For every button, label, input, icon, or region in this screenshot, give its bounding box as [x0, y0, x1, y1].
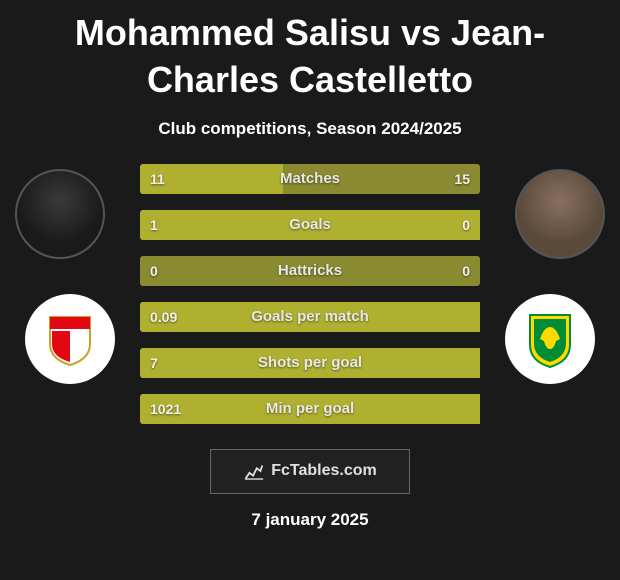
- stat-row: 11 Matches 15: [140, 164, 480, 194]
- stat-value-left: 11: [150, 171, 165, 187]
- subtitle: Club competitions, Season 2024/2025: [0, 119, 620, 139]
- watermark-text: FcTables.com: [271, 462, 377, 480]
- title-vs: vs: [401, 12, 441, 53]
- stat-bars: 11 Matches 15 1 Goals 0 0 Hattricks 0 0.09 Goals p…: [140, 164, 480, 440]
- stat-value-left: 1021: [150, 401, 181, 417]
- stat-value-left: 0: [150, 263, 158, 279]
- stat-label: Shots per goal: [258, 354, 362, 371]
- club-right-badge: [505, 294, 595, 384]
- stat-value-left: 0.09: [150, 309, 177, 325]
- stat-value-left: 7: [150, 355, 158, 371]
- comparison-content: 11 Matches 15 1 Goals 0 0 Hattricks 0 0.09 Goals p…: [0, 164, 620, 524]
- stat-row: 1 Goals 0: [140, 210, 480, 240]
- stat-row: 1021 Min per goal: [140, 394, 480, 424]
- stat-row: 7 Shots per goal: [140, 348, 480, 378]
- club-left-badge: [25, 294, 115, 384]
- fctables-logo-icon: [243, 460, 265, 482]
- monaco-crest-icon: [40, 309, 100, 369]
- comparison-title: Mohammed Salisu vs Jean-Charles Castelle…: [0, 0, 620, 104]
- player-left-avatar: [15, 169, 105, 259]
- stat-row: 0.09 Goals per match: [140, 302, 480, 332]
- stat-label: Matches: [280, 170, 340, 187]
- stat-label: Hattricks: [278, 262, 342, 279]
- stat-label: Min per goal: [266, 400, 354, 417]
- player-right-avatar: [515, 169, 605, 259]
- stat-label: Goals: [289, 216, 331, 233]
- nantes-crest-icon: [518, 307, 582, 371]
- stat-row: 0 Hattricks 0: [140, 256, 480, 286]
- date: 7 january 2025: [0, 510, 620, 530]
- stat-value-left: 1: [150, 217, 158, 233]
- watermark: FcTables.com: [210, 449, 410, 494]
- stat-value-right: 15: [454, 171, 470, 187]
- title-player-left: Mohammed Salisu: [75, 12, 391, 53]
- stat-value-right: 0: [462, 263, 470, 279]
- stat-label: Goals per match: [251, 308, 369, 325]
- stat-value-right: 0: [462, 217, 470, 233]
